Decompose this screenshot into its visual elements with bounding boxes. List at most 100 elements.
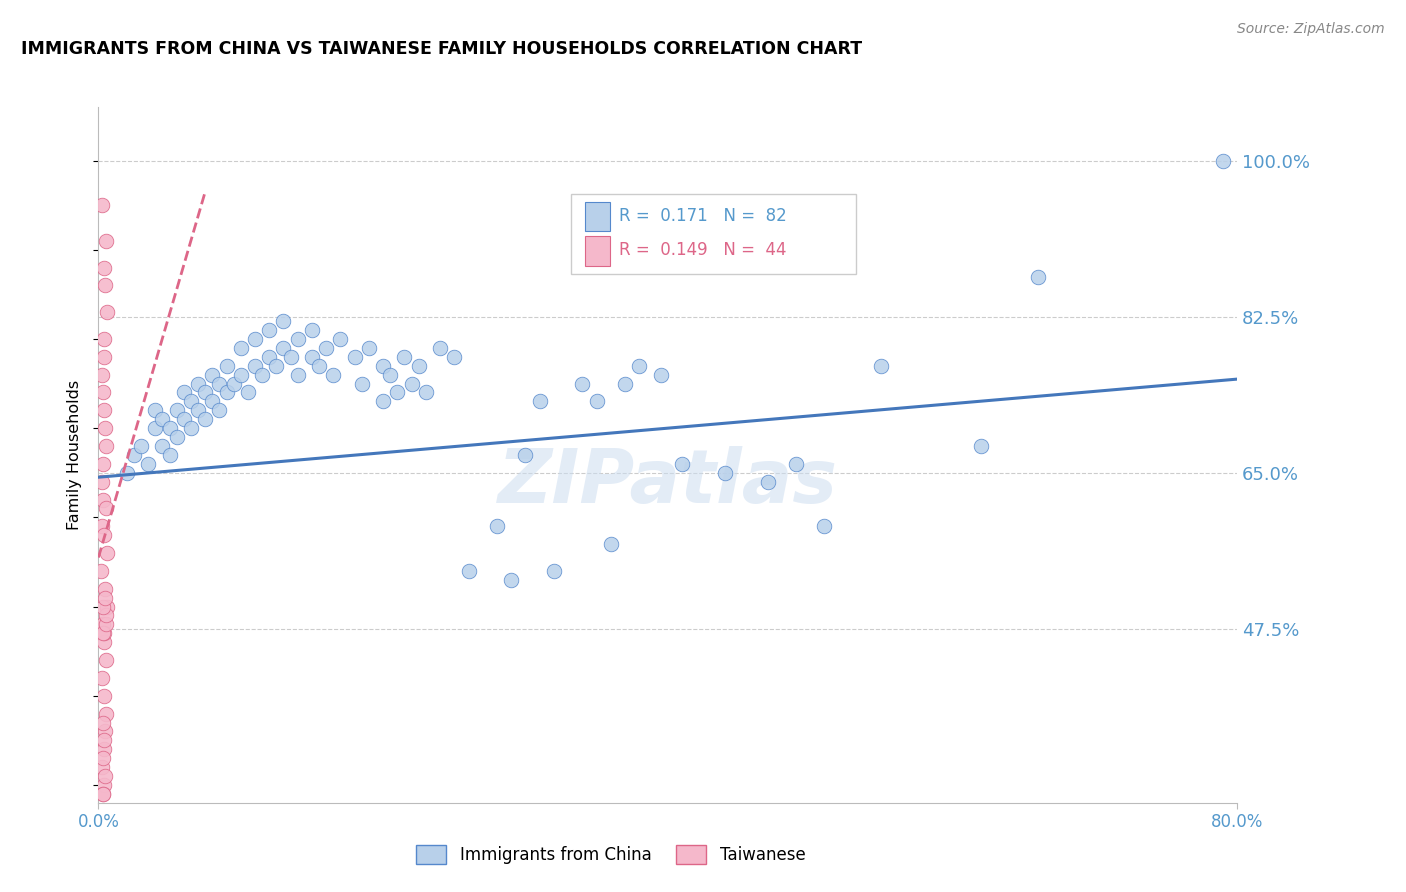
Point bbox=[571, 376, 593, 391]
Point bbox=[208, 376, 231, 391]
Point bbox=[215, 359, 238, 373]
Point bbox=[152, 439, 174, 453]
Point bbox=[93, 778, 115, 792]
Point bbox=[1026, 269, 1049, 284]
Point bbox=[229, 368, 252, 382]
Point bbox=[90, 198, 112, 212]
Point bbox=[443, 350, 465, 364]
Point bbox=[91, 751, 114, 765]
Point bbox=[343, 350, 366, 364]
Bar bbox=[585, 202, 610, 231]
Point bbox=[91, 492, 114, 507]
Point bbox=[93, 787, 115, 801]
Point bbox=[543, 564, 565, 578]
Point bbox=[243, 359, 266, 373]
Point bbox=[273, 341, 295, 355]
Point bbox=[90, 564, 112, 578]
Point bbox=[122, 448, 145, 462]
Point bbox=[93, 350, 115, 364]
Bar bbox=[571, 194, 856, 274]
Point bbox=[93, 635, 115, 649]
Point bbox=[91, 760, 114, 774]
Point bbox=[373, 394, 395, 409]
Point bbox=[94, 608, 117, 623]
Point bbox=[93, 332, 115, 346]
Point bbox=[91, 715, 114, 730]
Point bbox=[280, 350, 302, 364]
Point bbox=[401, 376, 423, 391]
Point bbox=[501, 573, 523, 587]
Point bbox=[614, 376, 637, 391]
Point bbox=[94, 234, 117, 248]
Point bbox=[628, 359, 651, 373]
Text: R =  0.149   N =  44: R = 0.149 N = 44 bbox=[619, 242, 786, 260]
Point bbox=[486, 519, 509, 533]
Point bbox=[287, 332, 309, 346]
Point bbox=[145, 421, 167, 435]
Point bbox=[91, 599, 114, 614]
Point bbox=[166, 430, 188, 444]
Point bbox=[93, 689, 115, 703]
Point bbox=[266, 359, 288, 373]
Point bbox=[180, 421, 202, 435]
Point bbox=[94, 706, 117, 721]
Point bbox=[93, 733, 115, 747]
Text: ZIPatlas: ZIPatlas bbox=[498, 446, 838, 519]
Point bbox=[329, 332, 352, 346]
Point bbox=[529, 394, 551, 409]
Point bbox=[756, 475, 779, 489]
Point bbox=[813, 519, 835, 533]
Point bbox=[91, 671, 114, 685]
Point bbox=[94, 439, 117, 453]
Point bbox=[229, 341, 252, 355]
Point bbox=[93, 591, 115, 605]
Point bbox=[515, 448, 537, 462]
Point bbox=[308, 359, 330, 373]
Point bbox=[93, 742, 115, 756]
Point bbox=[91, 519, 114, 533]
Point bbox=[259, 350, 281, 364]
Point bbox=[357, 341, 380, 355]
Legend: Immigrants from China, Taiwanese: Immigrants from China, Taiwanese bbox=[409, 838, 813, 871]
Point bbox=[350, 376, 373, 391]
Point bbox=[714, 466, 737, 480]
Point bbox=[173, 412, 195, 426]
Point bbox=[91, 385, 114, 400]
Point bbox=[93, 626, 115, 640]
Point bbox=[394, 350, 416, 364]
Point bbox=[243, 332, 266, 346]
Text: Source: ZipAtlas.com: Source: ZipAtlas.com bbox=[1237, 22, 1385, 37]
Point bbox=[93, 582, 115, 596]
Point bbox=[236, 385, 259, 400]
Point bbox=[301, 350, 323, 364]
Point bbox=[96, 501, 118, 516]
Point bbox=[93, 528, 115, 542]
Point bbox=[259, 323, 281, 337]
Point bbox=[408, 359, 430, 373]
Text: R =  0.171   N =  82: R = 0.171 N = 82 bbox=[619, 207, 786, 225]
Point bbox=[93, 457, 115, 471]
Point bbox=[322, 368, 344, 382]
Point bbox=[90, 475, 112, 489]
Y-axis label: Family Households: Family Households bbox=[67, 380, 83, 530]
Point bbox=[159, 421, 181, 435]
Point bbox=[94, 421, 117, 435]
Point bbox=[173, 385, 195, 400]
Point bbox=[187, 403, 209, 417]
Point bbox=[166, 403, 188, 417]
Point bbox=[650, 368, 672, 382]
Point bbox=[315, 341, 337, 355]
Point bbox=[201, 394, 224, 409]
Point bbox=[94, 769, 117, 783]
Point bbox=[194, 385, 217, 400]
Text: IMMIGRANTS FROM CHINA VS TAIWANESE FAMILY HOUSEHOLDS CORRELATION CHART: IMMIGRANTS FROM CHINA VS TAIWANESE FAMIL… bbox=[21, 40, 862, 58]
Point bbox=[287, 368, 309, 382]
Point bbox=[152, 412, 174, 426]
Point bbox=[201, 368, 224, 382]
Point bbox=[373, 359, 395, 373]
Point bbox=[194, 412, 217, 426]
Point bbox=[222, 376, 245, 391]
Point bbox=[1212, 153, 1234, 168]
Bar bbox=[585, 236, 610, 266]
Point bbox=[115, 466, 138, 480]
